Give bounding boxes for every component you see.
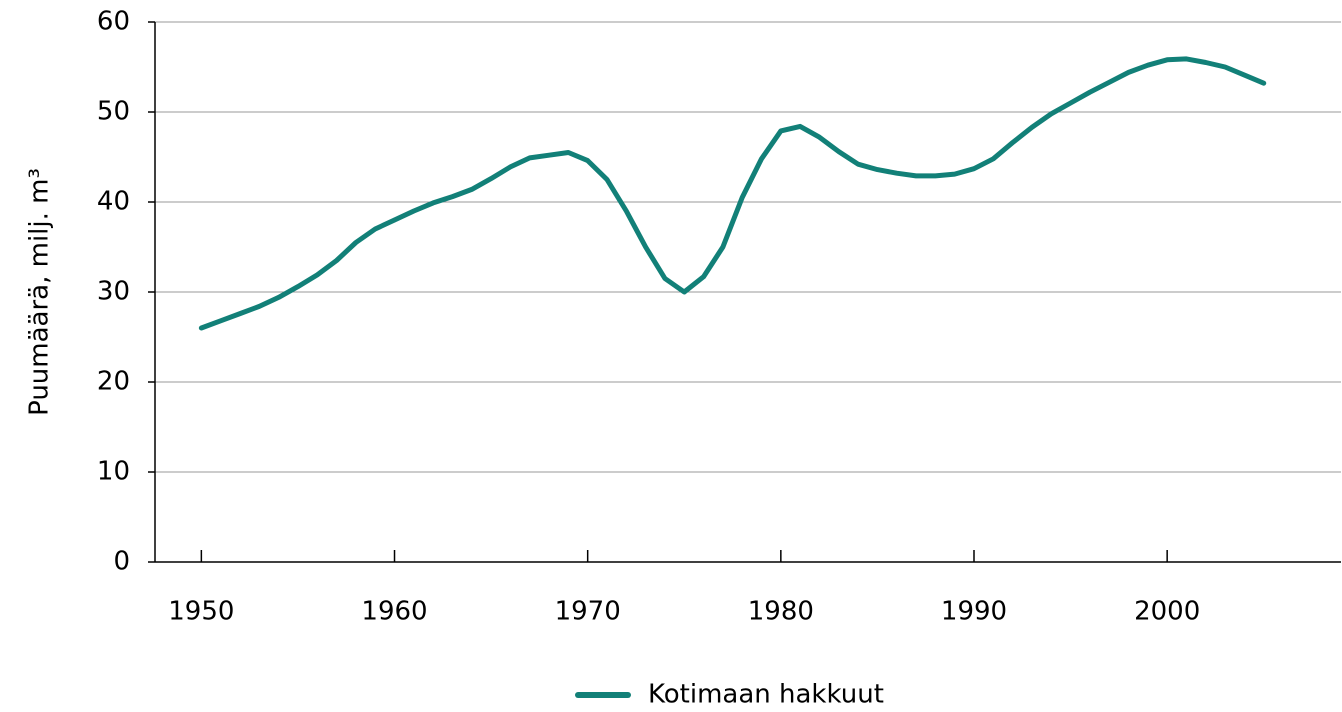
- y-tick-label: 40: [97, 187, 130, 217]
- y-tick-label: 30: [97, 277, 130, 307]
- x-tick-label: 1990: [941, 597, 1007, 627]
- legend-label: Kotimaan hakkuut: [648, 680, 884, 710]
- y-tick-label: 0: [113, 547, 130, 577]
- y-tick-label: 50: [97, 97, 130, 127]
- x-tick-label: 1950: [168, 597, 234, 627]
- x-tick-label: 2000: [1134, 597, 1200, 627]
- y-axis-label: Puumäärä, milj. m³: [25, 168, 55, 416]
- x-tick-label: 1970: [555, 597, 621, 627]
- y-tick-label: 10: [97, 457, 130, 487]
- x-tick-label: 1980: [748, 597, 814, 627]
- y-tick-label: 20: [97, 367, 130, 397]
- y-tick-label: 60: [97, 7, 130, 37]
- x-tick-label: 1960: [361, 597, 427, 627]
- data-line: [198, 56, 1267, 331]
